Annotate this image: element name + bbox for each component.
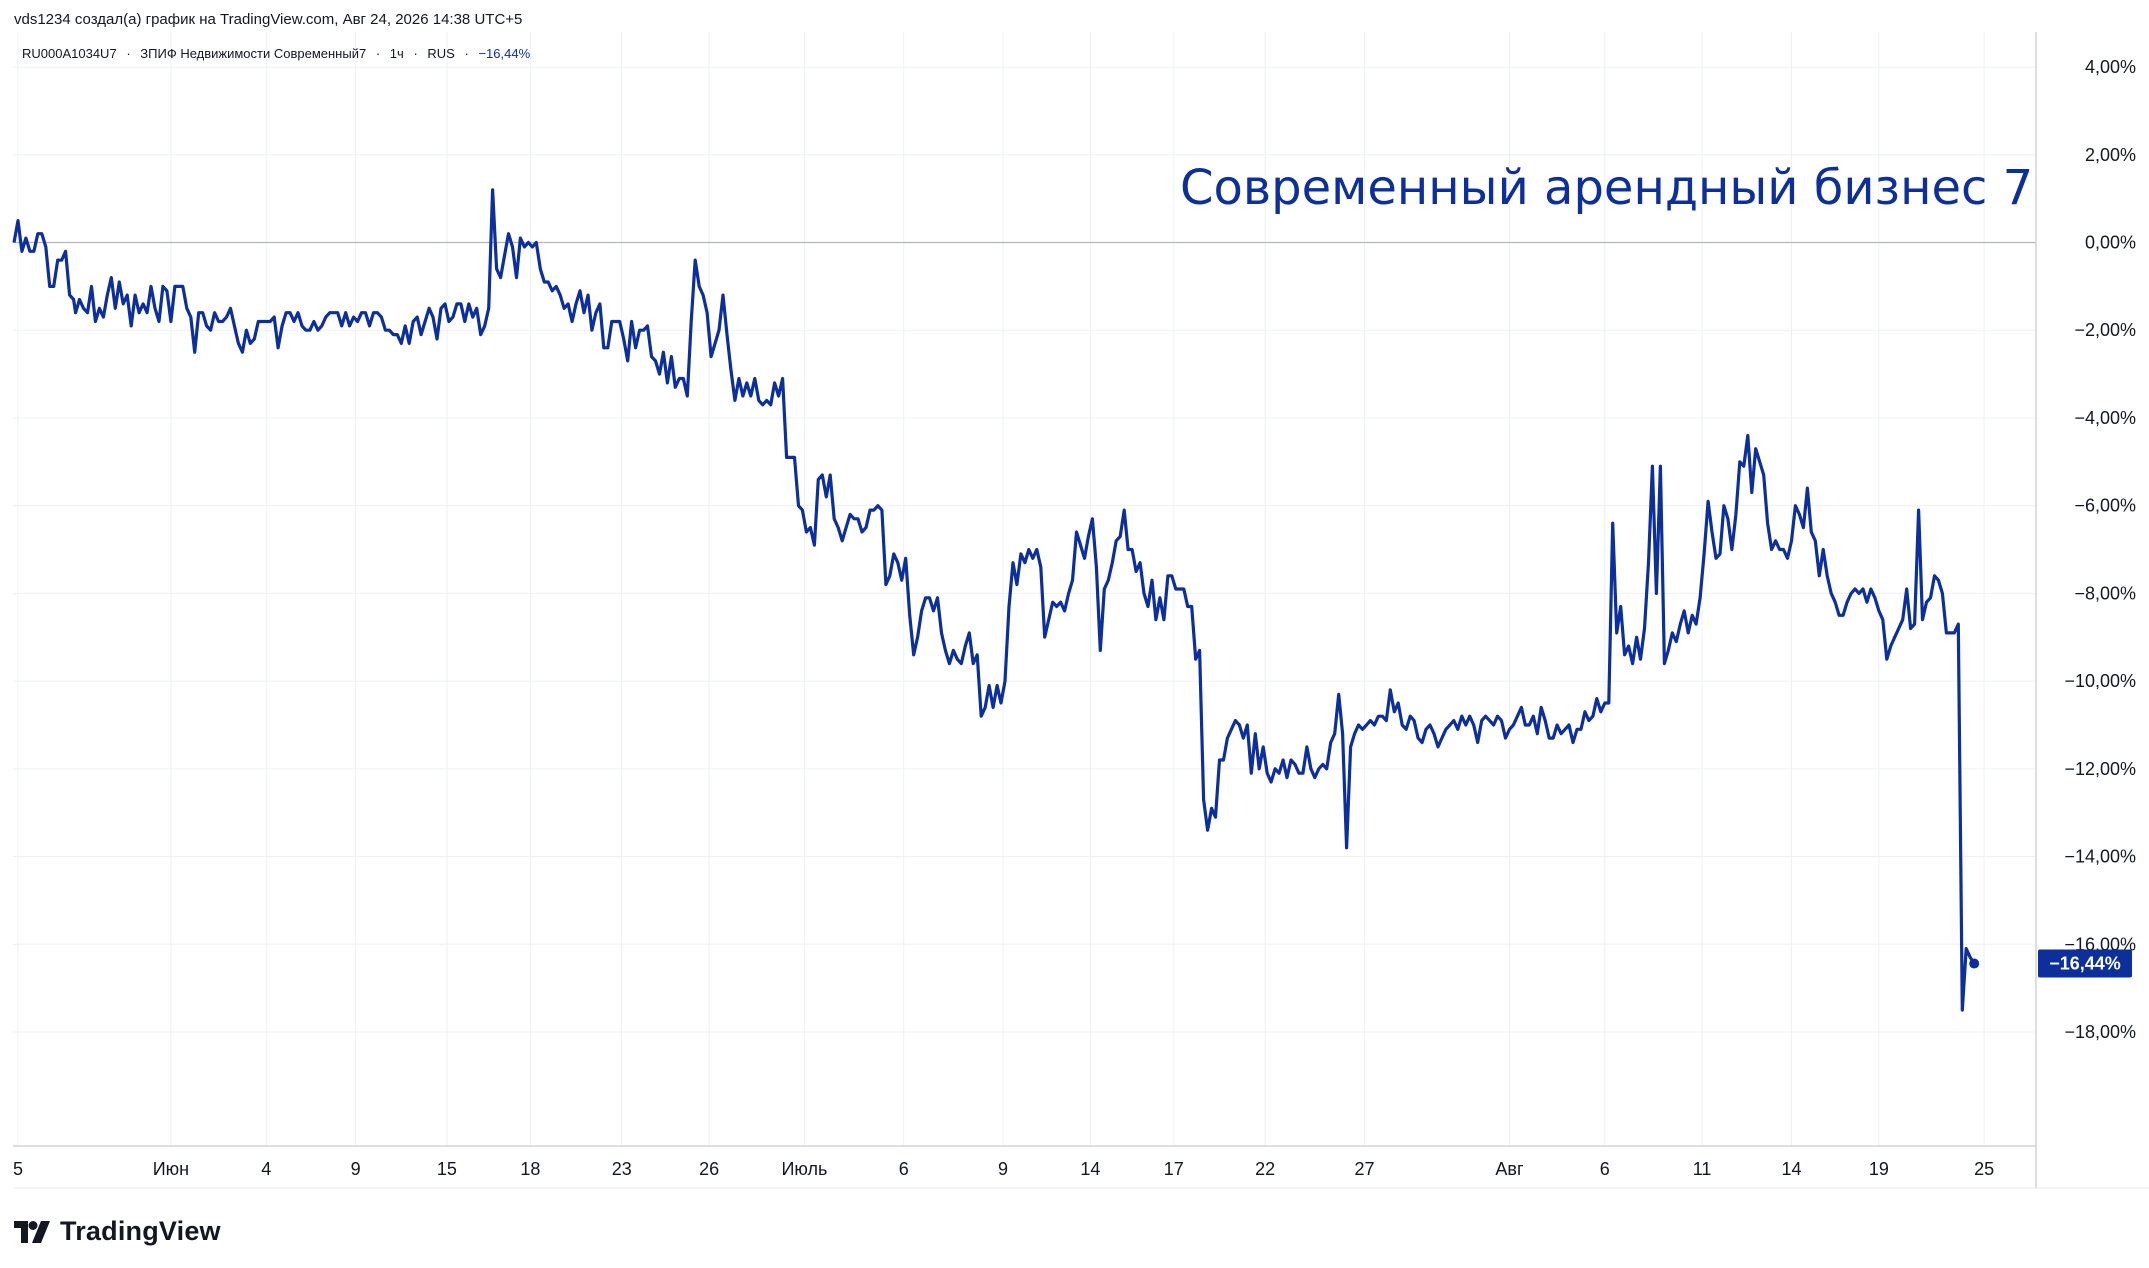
grid-lines <box>13 32 2036 1146</box>
legend-separator: · <box>413 46 417 61</box>
tradingview-logo[interactable]: TradingView <box>14 1216 221 1247</box>
time-tick-label: 4 <box>261 1159 271 1179</box>
time-tick-label: 14 <box>1080 1159 1100 1179</box>
series-group <box>12 188 1980 1012</box>
time-tick-label: 5 <box>13 1159 23 1179</box>
price-tick-label: −2,00% <box>2074 320 2136 340</box>
legend-separator: · <box>376 46 380 61</box>
price-tick-label: 4,00% <box>2085 57 2136 77</box>
time-tick-label: Июн <box>153 1159 189 1179</box>
series-line[interactable] <box>12 188 1976 1012</box>
legend-symbol[interactable]: RU000A1034U7 <box>22 46 117 61</box>
legend-interval: 1ч <box>390 46 404 61</box>
time-tick-label: 18 <box>520 1159 540 1179</box>
last-point-marker <box>1969 958 1980 969</box>
tradingview-wordmark: TradingView <box>60 1216 221 1246</box>
time-tick-label: 22 <box>1255 1159 1275 1179</box>
time-tick-label: 23 <box>612 1159 632 1179</box>
time-tick-label: Июль <box>781 1159 827 1179</box>
time-tick-label: 15 <box>437 1159 457 1179</box>
time-tick-label: 6 <box>899 1159 909 1179</box>
time-tick-label: Авг <box>1495 1159 1524 1179</box>
price-tick-label: −18,00% <box>2064 1022 2136 1042</box>
chart-caption: vds1234 создал(а) график на TradingView.… <box>14 11 523 28</box>
time-tick-label: 9 <box>351 1159 361 1179</box>
price-tick-label: −4,00% <box>2074 408 2136 428</box>
legend-separator: · <box>464 46 468 61</box>
price-tick-label: −16,00% <box>2064 934 2136 954</box>
time-tick-label: 17 <box>1164 1159 1184 1179</box>
price-tick-label: −10,00% <box>2064 671 2136 691</box>
legend-change: −16,44% <box>478 46 530 61</box>
plot-area[interactable] <box>13 32 2036 1146</box>
price-tick-label: −6,00% <box>2074 496 2136 516</box>
legend-name[interactable]: ЗПИФ Недвижимости Современный7 <box>140 46 366 61</box>
price-axis: 4,00% 2,00% 0,00% −2,00% −4,00% −6,00% −8,00% −… <box>2064 57 2136 1042</box>
time-tick-label: 11 <box>1693 1159 1712 1179</box>
last-price-text: −16,44% <box>2049 954 2121 974</box>
legend-exchange: RUS <box>427 46 455 61</box>
time-tick-label: 14 <box>1781 1159 1801 1179</box>
time-tick-label: 27 <box>1354 1159 1374 1179</box>
time-tick-label: 25 <box>1974 1159 1994 1179</box>
price-tick-label: −14,00% <box>2064 847 2136 867</box>
price-tick-label: −8,00% <box>2074 583 2136 603</box>
time-tick-label: 19 <box>1869 1159 1889 1179</box>
tradingview-logo-icon <box>14 1220 50 1243</box>
time-axis: 5 Июн 4 9 15 18 23 26 Июль 6 9 14 17 22 27 Авг 6 11 14 19 25 <box>13 1159 1994 1179</box>
time-tick-label: 26 <box>699 1159 719 1179</box>
price-tick-label: 2,00% <box>2085 145 2136 165</box>
legend-line: RU000A1034U7 · ЗПИФ Недвижимости Совреме… <box>22 46 531 61</box>
chart-annotation[interactable]: Современный арендный бизнес 7 <box>1180 160 2033 216</box>
legend-separator: · <box>126 46 130 61</box>
last-price-label: −16,44% <box>2038 949 2132 978</box>
time-tick-label: 6 <box>1600 1159 1610 1179</box>
price-tick-label: −12,00% <box>2064 759 2136 779</box>
time-tick-label: 9 <box>998 1159 1008 1179</box>
price-tick-label: 0,00% <box>2085 233 2136 253</box>
